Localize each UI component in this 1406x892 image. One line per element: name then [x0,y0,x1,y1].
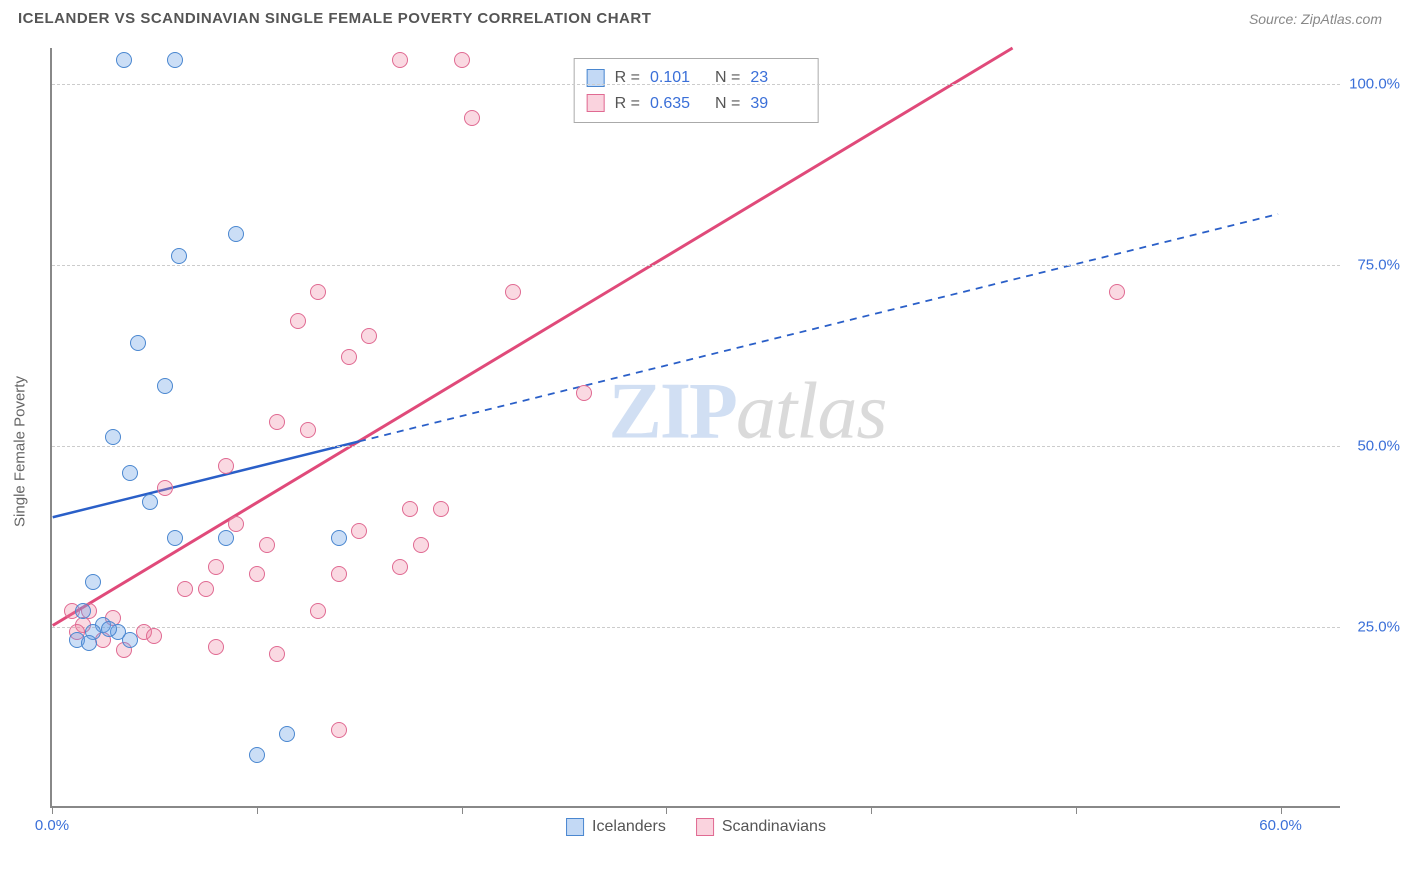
data-point-icelander [122,465,138,481]
watermark: ZIPatlas [609,366,887,457]
legend-top-box: R = 0.101 N = 23 R = 0.635 N = 39 [574,58,819,123]
data-point-icelander [279,726,295,742]
legend-swatch-blue-icon [566,818,584,836]
data-point-scandinavian [300,422,316,438]
trend-lines-svg [52,48,1340,806]
x-tick-label: 0.0% [35,817,69,834]
data-point-icelander [157,378,173,394]
data-point-scandinavian [208,559,224,575]
data-point-scandinavian [392,52,408,68]
data-point-icelander [81,635,97,651]
gridline [52,446,1340,447]
y-tick-label: 100.0% [1349,76,1400,93]
n-value-blue: 23 [750,65,805,91]
x-tick [257,806,258,814]
data-point-icelander [167,52,183,68]
data-point-icelander [116,52,132,68]
legend-bottom-icelanders: Icelanders [566,818,666,836]
x-tick [871,806,872,814]
legend-top-row-pink: R = 0.635 N = 39 [587,91,806,117]
data-point-icelander [105,429,121,445]
data-point-scandinavian [269,646,285,662]
data-point-scandinavian [146,628,162,644]
chart-title: ICELANDER VS SCANDINAVIAN SINGLE FEMALE … [18,10,651,27]
data-point-scandinavian [351,523,367,539]
legend-bottom-scandinavians: Scandinavians [696,818,826,836]
x-tick [462,806,463,814]
data-point-scandinavian [198,581,214,597]
chart-header: ICELANDER VS SCANDINAVIAN SINGLE FEMALE … [0,0,1406,35]
data-point-scandinavian [331,566,347,582]
legend-swatch-pink-icon [696,818,714,836]
data-point-scandinavian [310,284,326,300]
x-tick [1076,806,1077,814]
legend-swatch-pink-icon [587,94,605,112]
chart-container: Single Female Poverty ZIPatlas R = 0.101… [50,48,1390,838]
data-point-icelander [85,574,101,590]
x-tick-label: 60.0% [1259,817,1302,834]
data-point-icelander [142,494,158,510]
data-point-scandinavian [392,559,408,575]
r-value-blue: 0.101 [650,65,705,91]
data-point-scandinavian [208,639,224,655]
gridline [52,265,1340,266]
data-point-scandinavian [341,349,357,365]
trend-line [359,214,1278,441]
data-point-scandinavian [464,110,480,126]
data-point-scandinavian [157,480,173,496]
r-value-pink: 0.635 [650,91,705,117]
data-point-icelander [218,530,234,546]
data-point-scandinavian [218,458,234,474]
data-point-scandinavian [454,52,470,68]
data-point-icelander [167,530,183,546]
gridline [52,84,1340,85]
data-point-scandinavian [290,313,306,329]
y-tick-label: 25.0% [1357,619,1400,636]
plot-area: ZIPatlas R = 0.101 N = 23 R = 0.635 N = … [50,48,1340,808]
data-point-icelander [331,530,347,546]
data-point-icelander [130,335,146,351]
data-point-scandinavian [1109,284,1125,300]
data-point-icelander [171,248,187,264]
y-tick-label: 50.0% [1357,438,1400,455]
data-point-icelander [228,226,244,242]
data-point-icelander [249,747,265,763]
data-point-scandinavian [433,501,449,517]
data-point-scandinavian [576,385,592,401]
data-point-icelander [122,632,138,648]
data-point-scandinavian [177,581,193,597]
data-point-icelander [75,603,91,619]
legend-top-row-blue: R = 0.101 N = 23 [587,65,806,91]
y-tick-label: 75.0% [1357,257,1400,274]
gridline [52,627,1340,628]
data-point-scandinavian [361,328,377,344]
data-point-scandinavian [310,603,326,619]
y-axis-label: Single Female Poverty [12,376,29,527]
data-point-scandinavian [505,284,521,300]
data-point-scandinavian [228,516,244,532]
n-value-pink: 39 [750,91,805,117]
x-tick [52,806,53,814]
data-point-scandinavian [259,537,275,553]
data-point-scandinavian [331,722,347,738]
x-tick [666,806,667,814]
trend-line [53,441,359,517]
chart-source: Source: ZipAtlas.com [1249,11,1382,27]
data-point-scandinavian [269,414,285,430]
legend-bottom: Icelanders Scandinavians [566,818,826,836]
trend-line [53,48,1013,626]
x-tick [1281,806,1282,814]
data-point-scandinavian [402,501,418,517]
data-point-scandinavian [413,537,429,553]
data-point-scandinavian [249,566,265,582]
data-point-icelander [101,621,117,637]
